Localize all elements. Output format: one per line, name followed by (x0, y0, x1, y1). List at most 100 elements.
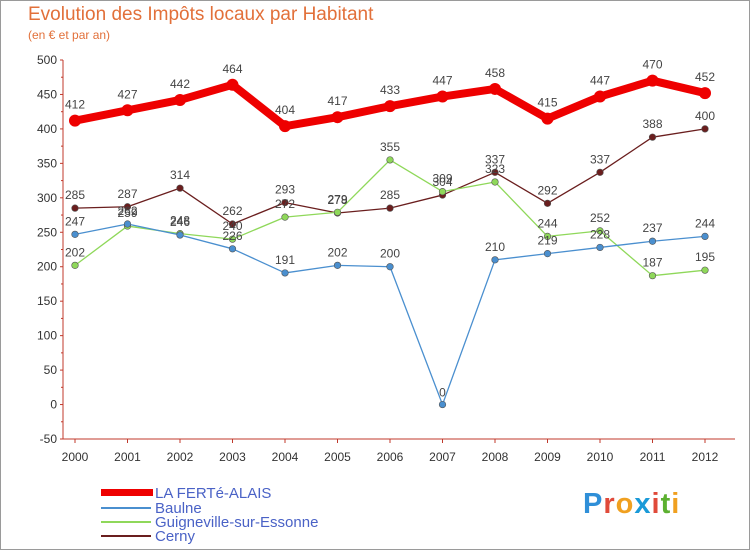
data-point (226, 78, 239, 91)
data-label: 279 (327, 192, 347, 206)
legend-label-1: Baulne (155, 500, 202, 517)
data-label: 458 (485, 66, 505, 80)
data-label: 237 (642, 221, 662, 235)
data-point (701, 232, 709, 241)
data-label: 447 (432, 74, 452, 88)
logo-letter: t (660, 488, 672, 520)
data-point (438, 400, 447, 409)
x-tick-label: 2007 (429, 450, 456, 464)
data-point (71, 204, 79, 212)
data-label: 240 (222, 219, 242, 233)
data-point (594, 90, 606, 103)
x-tick-label: 2006 (377, 450, 404, 464)
data-label: 191 (275, 253, 295, 267)
data-point (543, 232, 552, 241)
data-point (438, 188, 447, 196)
data-label: 272 (275, 197, 295, 211)
data-point (386, 204, 394, 212)
data-point (491, 168, 499, 176)
logo-letter: i (651, 488, 661, 520)
data-point (489, 82, 501, 95)
data-point (281, 213, 289, 221)
data-point (491, 256, 499, 264)
data-point (384, 100, 396, 113)
y-tick-label: 450 (37, 87, 57, 101)
data-label: 200 (380, 247, 400, 261)
data-label: 400 (695, 109, 715, 123)
data-point (596, 243, 604, 252)
data-point (228, 245, 237, 253)
y-tick-label: 0 (50, 398, 57, 412)
y-tick-label: -50 (40, 432, 58, 446)
data-label: 278 (327, 193, 347, 207)
data-label: 404 (275, 103, 295, 117)
data-label: 247 (65, 214, 85, 228)
data-label: 464 (222, 62, 242, 76)
data-label: 259 (117, 206, 137, 220)
data-label: 195 (695, 250, 715, 264)
data-point (596, 168, 604, 176)
data-point (333, 261, 342, 269)
x-tick-label: 2009 (534, 450, 561, 464)
x-tick-label: 2011 (640, 450, 666, 464)
data-label: 210 (485, 240, 505, 254)
data-label: 314 (170, 168, 190, 182)
data-point (541, 112, 554, 125)
data-label: 252 (590, 211, 610, 225)
data-point (596, 227, 604, 235)
data-label: 412 (65, 98, 85, 112)
data-point (648, 272, 657, 280)
data-point (333, 208, 342, 216)
data-label: 433 (380, 83, 400, 97)
data-point (386, 156, 394, 164)
data-label: 262 (117, 204, 137, 218)
chart-title: Evolution des Impôts locaux par Habitant (28, 4, 374, 25)
data-label: 285 (65, 188, 85, 202)
y-tick-label: 500 (37, 53, 57, 67)
data-point (228, 220, 237, 228)
data-label: 287 (117, 187, 137, 201)
data-label: 244 (537, 216, 557, 230)
data-label: 427 (117, 87, 137, 101)
y-tick-label: 250 (37, 225, 57, 239)
data-point (71, 261, 79, 269)
x-tick-label: 2012 (692, 450, 719, 464)
data-point (174, 93, 186, 106)
data-point (543, 199, 552, 207)
logo-letter: i (671, 488, 681, 520)
data-label: 226 (222, 229, 242, 243)
data-point (646, 74, 659, 87)
data-label: 452 (695, 70, 715, 84)
data-label: 202 (65, 245, 85, 259)
data-point (701, 125, 709, 133)
data-label: 246 (170, 215, 190, 229)
x-tick-label: 2002 (167, 450, 194, 464)
data-point (123, 220, 132, 228)
data-label: 337 (590, 152, 610, 166)
y-tick-label: 350 (37, 156, 57, 170)
data-label: 470 (642, 58, 662, 72)
data-label: 304 (432, 175, 452, 189)
legend-label-2: Guigneville-sur-Essonne (155, 514, 319, 531)
data-label: 285 (380, 188, 400, 202)
y-tick-label: 150 (37, 294, 57, 308)
x-tick-label: 2005 (324, 450, 351, 464)
y-tick-label: 100 (37, 329, 57, 343)
data-point (543, 250, 552, 258)
legend-swatch-2 (101, 521, 151, 523)
data-point (71, 230, 79, 238)
data-point (279, 120, 291, 133)
x-tick-label: 2008 (482, 450, 509, 464)
logo-letter: r (603, 488, 616, 520)
y-tick-label: 50 (44, 363, 58, 377)
data-label: 293 (275, 183, 295, 197)
data-label: 323 (485, 162, 505, 176)
x-tick-label: 2004 (272, 450, 299, 464)
data-point (331, 111, 344, 124)
data-label: 309 (432, 172, 452, 186)
legend-label-3: Cerny (155, 528, 196, 545)
data-label: 442 (170, 77, 190, 91)
data-label: 244 (695, 216, 715, 230)
data-label: 202 (327, 245, 347, 259)
y-tick-label: 400 (37, 122, 57, 136)
